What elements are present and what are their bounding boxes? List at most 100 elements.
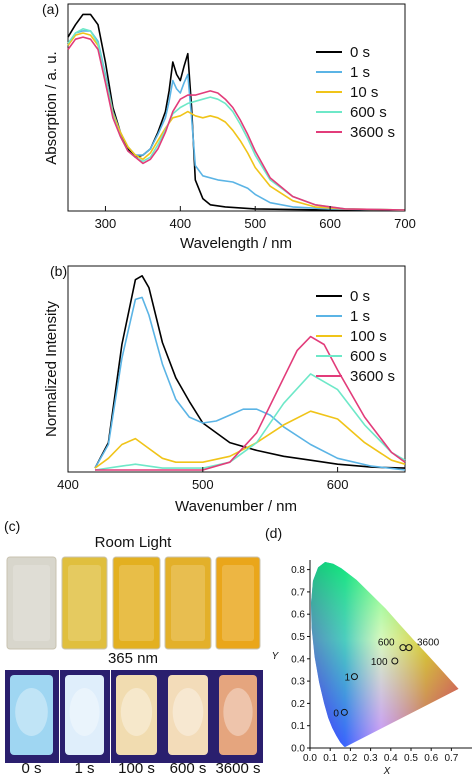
panel-c-label: (c): [4, 518, 20, 534]
cie-point-label: 0: [333, 708, 339, 719]
uv-label: 365 nm: [108, 650, 158, 667]
x-tick-label: 0.2: [343, 753, 357, 764]
time-label: 3600 s: [215, 760, 260, 775]
sample-glare: [13, 565, 50, 641]
legend-b: 0 s 1 s 100 s 600 s 3600 s: [316, 288, 395, 385]
x-ticks-a: 300 400 500 600 700: [95, 206, 416, 231]
x-tick-label: 0.4: [384, 753, 398, 764]
room-light-photos: [6, 556, 261, 650]
legend-entry: 0 s: [350, 44, 370, 61]
x-tick-label: 600: [319, 216, 341, 231]
sample-glare: [171, 565, 205, 641]
time-labels: 0 s 1 s 100 s 600 s 3600 s: [21, 760, 260, 775]
plot-frame-a: [67, 3, 406, 212]
x-axis-label-d: X: [383, 766, 391, 775]
room-light-sample: [61, 556, 108, 650]
legend-a: 0 s 1 s 10 s 600 s 3600 s: [316, 44, 395, 141]
cie-point-100: [391, 657, 399, 665]
y-tick-label: 0.6: [291, 610, 305, 621]
y-tick-label: 0.5: [291, 632, 305, 643]
plot-frame-b: [67, 265, 406, 473]
sample-glare: [68, 565, 101, 641]
series-line-100s: [94, 410, 406, 469]
x-tick-label: 0.7: [444, 753, 458, 764]
x-tick-label: 0.5: [404, 753, 418, 764]
x-tick-label: 700: [394, 216, 416, 231]
cie-point-0: [340, 708, 348, 716]
x-tick-label: 600: [327, 477, 349, 492]
x-axis-label-b: Wavenumber / nm: [175, 498, 297, 515]
cie-point-3600: [405, 644, 413, 652]
series-group-b: [94, 275, 406, 471]
legend-entry: 10 s: [350, 84, 378, 101]
room-light-label: Room Light: [95, 534, 173, 551]
x-ticks-b: 400 500 600: [57, 467, 348, 492]
y-axis-label-a: Absorption / a. u.: [43, 51, 60, 164]
cie-point-label: 100: [371, 657, 388, 668]
series-line-0s: [67, 13, 405, 211]
legend-entry: 600 s: [350, 348, 387, 365]
x-tick-label: 500: [192, 477, 214, 492]
legend-entry: 3600 s: [350, 368, 395, 385]
room-light-sample: [6, 556, 57, 650]
cie-point-1: [350, 673, 358, 681]
legend-entry: 1 s: [350, 64, 370, 81]
series-line-1s: [67, 30, 406, 211]
x-tick-label: 0.6: [424, 753, 438, 764]
series-line-600s: [94, 373, 406, 471]
cie-point-label: 1: [344, 673, 350, 684]
y-tick-label: 0.0: [291, 744, 305, 755]
x-tick-label: 400: [169, 216, 191, 231]
cie-points: 0 1 100 600 3600: [333, 638, 439, 720]
legend-entry: 0 s: [350, 288, 370, 305]
panel-d-label: (d): [265, 525, 282, 541]
series-line-600s: [67, 28, 406, 211]
panel-c: (c) Room Light 365 nm 0 s 1 s 100 s 600 s 36…: [4, 518, 263, 775]
legend-entry: 100 s: [350, 328, 387, 345]
uv-glow: [172, 688, 204, 736]
room-light-sample: [112, 556, 161, 650]
series-line-3600s: [95, 335, 406, 471]
legend-entry: 600 s: [350, 104, 387, 121]
time-label: 600 s: [170, 760, 207, 775]
uv-glow: [120, 688, 153, 736]
panel-b: (b) 400 500 600 Wavenumber / nm Normalized…: [43, 263, 406, 515]
uv-glow: [15, 688, 48, 736]
uv-glow: [223, 688, 253, 736]
time-label: 0 s: [21, 760, 41, 775]
y-tick-label: 0.3: [291, 677, 305, 688]
time-label: 1 s: [74, 760, 94, 775]
x-ticks-d: 0.0 0.1 0.2 0.3 0.4 0.5 0.6 0.7: [303, 748, 459, 764]
x-tick-label: 0.1: [323, 753, 337, 764]
series-line-1s: [94, 296, 406, 471]
sample-glare: [222, 565, 254, 641]
uv-sample: [116, 675, 157, 755]
cie-point-label: 600: [378, 638, 395, 649]
series-line-3600s: [67, 36, 406, 211]
uv-glow: [69, 688, 100, 736]
x-tick-label: 500: [244, 216, 266, 231]
y-tick-label: 0.1: [291, 721, 305, 732]
x-tick-label: 0.3: [364, 753, 378, 764]
y-tick-label: 0.4: [291, 654, 305, 665]
y-ticks-d: 0.0 0.1 0.2 0.3 0.4 0.5 0.6 0.7 0.8: [291, 565, 310, 755]
uv-sample: [219, 675, 257, 755]
x-tick-label: 400: [57, 477, 79, 492]
room-light-sample: [164, 556, 212, 650]
cie-gamut: [311, 562, 459, 747]
series-line-0s: [94, 275, 406, 469]
time-label: 100 s: [118, 760, 155, 775]
x-axis-label-a: Wavelength / nm: [180, 235, 292, 252]
legend-entry: 3600 s: [350, 124, 395, 141]
sample-glare: [119, 565, 154, 641]
panel-d: (d) 0.0 0.1 0.2 0.3 0.4 0.5 0.6 0.7 0.00.10.20.…: [265, 525, 472, 775]
x-tick-label: 0.0: [303, 753, 317, 764]
series-group-a: [67, 13, 406, 211]
uv-sample: [168, 675, 208, 755]
y-tick-label: 0.2: [291, 699, 305, 710]
y-tick-label: 0.7: [291, 587, 305, 598]
uv-sample: [10, 675, 53, 755]
cie-point-label: 3600: [417, 638, 440, 649]
panel-b-label: (b): [50, 263, 67, 279]
